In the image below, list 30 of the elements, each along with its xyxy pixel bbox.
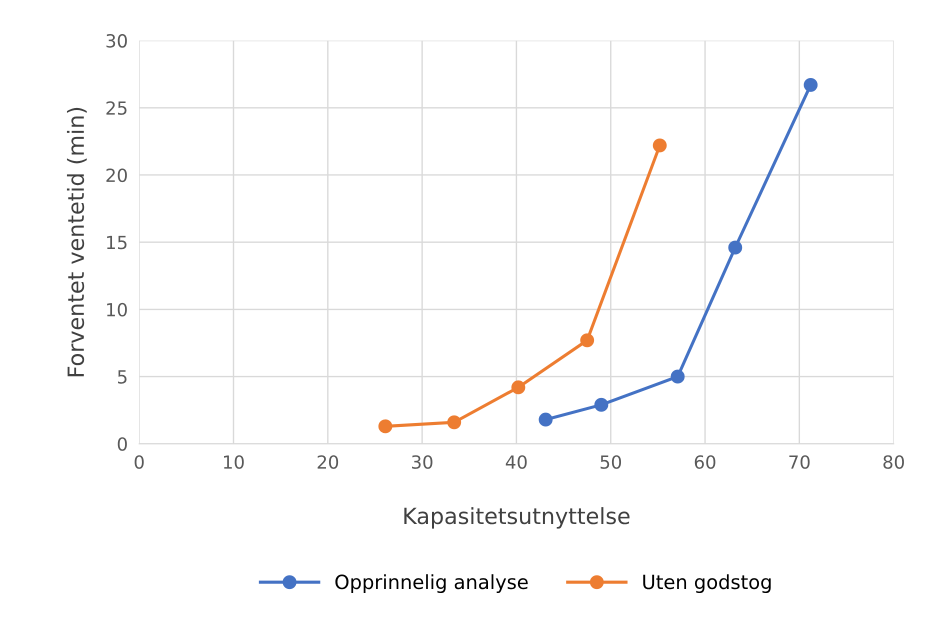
x-tick-label: 80: [883, 455, 904, 469]
x-tick-label: 10: [224, 455, 244, 469]
y-axis-title: Forventet ventetid (min): [66, 108, 87, 376]
point: [580, 333, 594, 348]
y-tick-label: 15: [107, 236, 127, 250]
y-tick-label: 0: [118, 437, 127, 451]
x-tick-label: 20: [318, 455, 338, 469]
y-tick-label: 30: [106, 34, 127, 48]
x-tick-label: 40: [506, 455, 527, 469]
legend-label: Uten godstog: [643, 574, 771, 594]
x-tick-label: 60: [694, 455, 716, 469]
x-tick-label: 50: [600, 455, 622, 469]
point: [670, 370, 685, 384]
point: [378, 419, 392, 434]
point: [538, 412, 553, 427]
y-tick-label: 25: [106, 101, 127, 115]
x-tick-label: 0: [134, 455, 144, 469]
point: [511, 380, 526, 394]
point: [652, 138, 667, 152]
x-axis-title: Kapasitetsutnyttelse: [404, 507, 630, 529]
point: [447, 415, 462, 430]
x-tick-label: 30: [412, 455, 432, 469]
point: [594, 398, 608, 412]
point: [728, 240, 742, 255]
y-tick-label: 10: [107, 302, 127, 317]
point: [804, 78, 818, 92]
y-tick-label: 20: [106, 168, 127, 182]
x-tick-label: 70: [789, 455, 810, 469]
y-tick-label: 5: [118, 370, 127, 384]
legend-label: Opprinnelig analyse: [335, 574, 528, 594]
